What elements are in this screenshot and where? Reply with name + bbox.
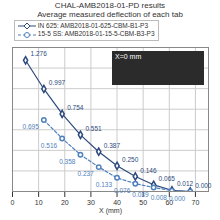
svg-text:20: 20 <box>61 199 69 206</box>
svg-text:0.065: 0.065 <box>159 174 176 181</box>
html-text:CHAL-AMB2018-01-PD results: CHAL-AMB2018-01-PD results <box>54 1 166 10</box>
svg-text:0.695: 0.695 <box>23 123 40 130</box>
svg-text:0.387: 0.387 <box>104 141 121 148</box>
svg-text:0.008: 0.008 <box>151 193 168 200</box>
svg-text:X (mm): X (mm) <box>99 206 122 214</box>
svg-text:0.076: 0.076 <box>114 186 131 193</box>
svg-text:0.358: 0.358 <box>59 157 76 164</box>
svg-text:0.754: 0.754 <box>67 104 84 111</box>
html-text:IN 625: AMB2018-01-625-CBM-B1-: IN 625: AMB2018-01-625-CBM-B1-P3 <box>37 22 148 29</box>
svg-text:0.250: 0.250 <box>122 155 139 162</box>
svg-text:30: 30 <box>87 199 95 206</box>
svg-text:0.997: 0.997 <box>49 79 66 86</box>
svg-text:70: 70 <box>192 199 200 206</box>
svg-text:50: 50 <box>139 199 147 206</box>
svg-text:0.039: 0.039 <box>132 190 149 197</box>
svg-text:0.012: 0.012 <box>177 180 194 187</box>
svg-text:0.551: 0.551 <box>85 124 102 131</box>
svg-text:0.000: 0.000 <box>169 194 186 201</box>
svg-text:0.237: 0.237 <box>77 170 94 177</box>
svg-text:0.133: 0.133 <box>96 180 113 187</box>
svg-text:0.000: 0.000 <box>195 181 212 188</box>
svg-text:40: 40 <box>113 199 121 206</box>
svg-text:60: 60 <box>165 199 174 206</box>
svg-text:1.276: 1.276 <box>31 50 48 57</box>
svg-text:0.146: 0.146 <box>140 166 157 173</box>
svg-text:0.516: 0.516 <box>41 141 58 148</box>
svg-text:10: 10 <box>35 199 43 206</box>
html-text:15-5 SS: AMB2018-01-15-5-CBM-B: 15-5 SS: AMB2018-01-15-5-CBM-B3-P3 <box>37 30 155 38</box>
html-text:X=0 mm: X=0 mm <box>115 52 142 60</box>
svg-text:0: 0 <box>11 199 15 206</box>
html-text:Average measured deflection of: Average measured deflection of each tab <box>37 10 183 19</box>
